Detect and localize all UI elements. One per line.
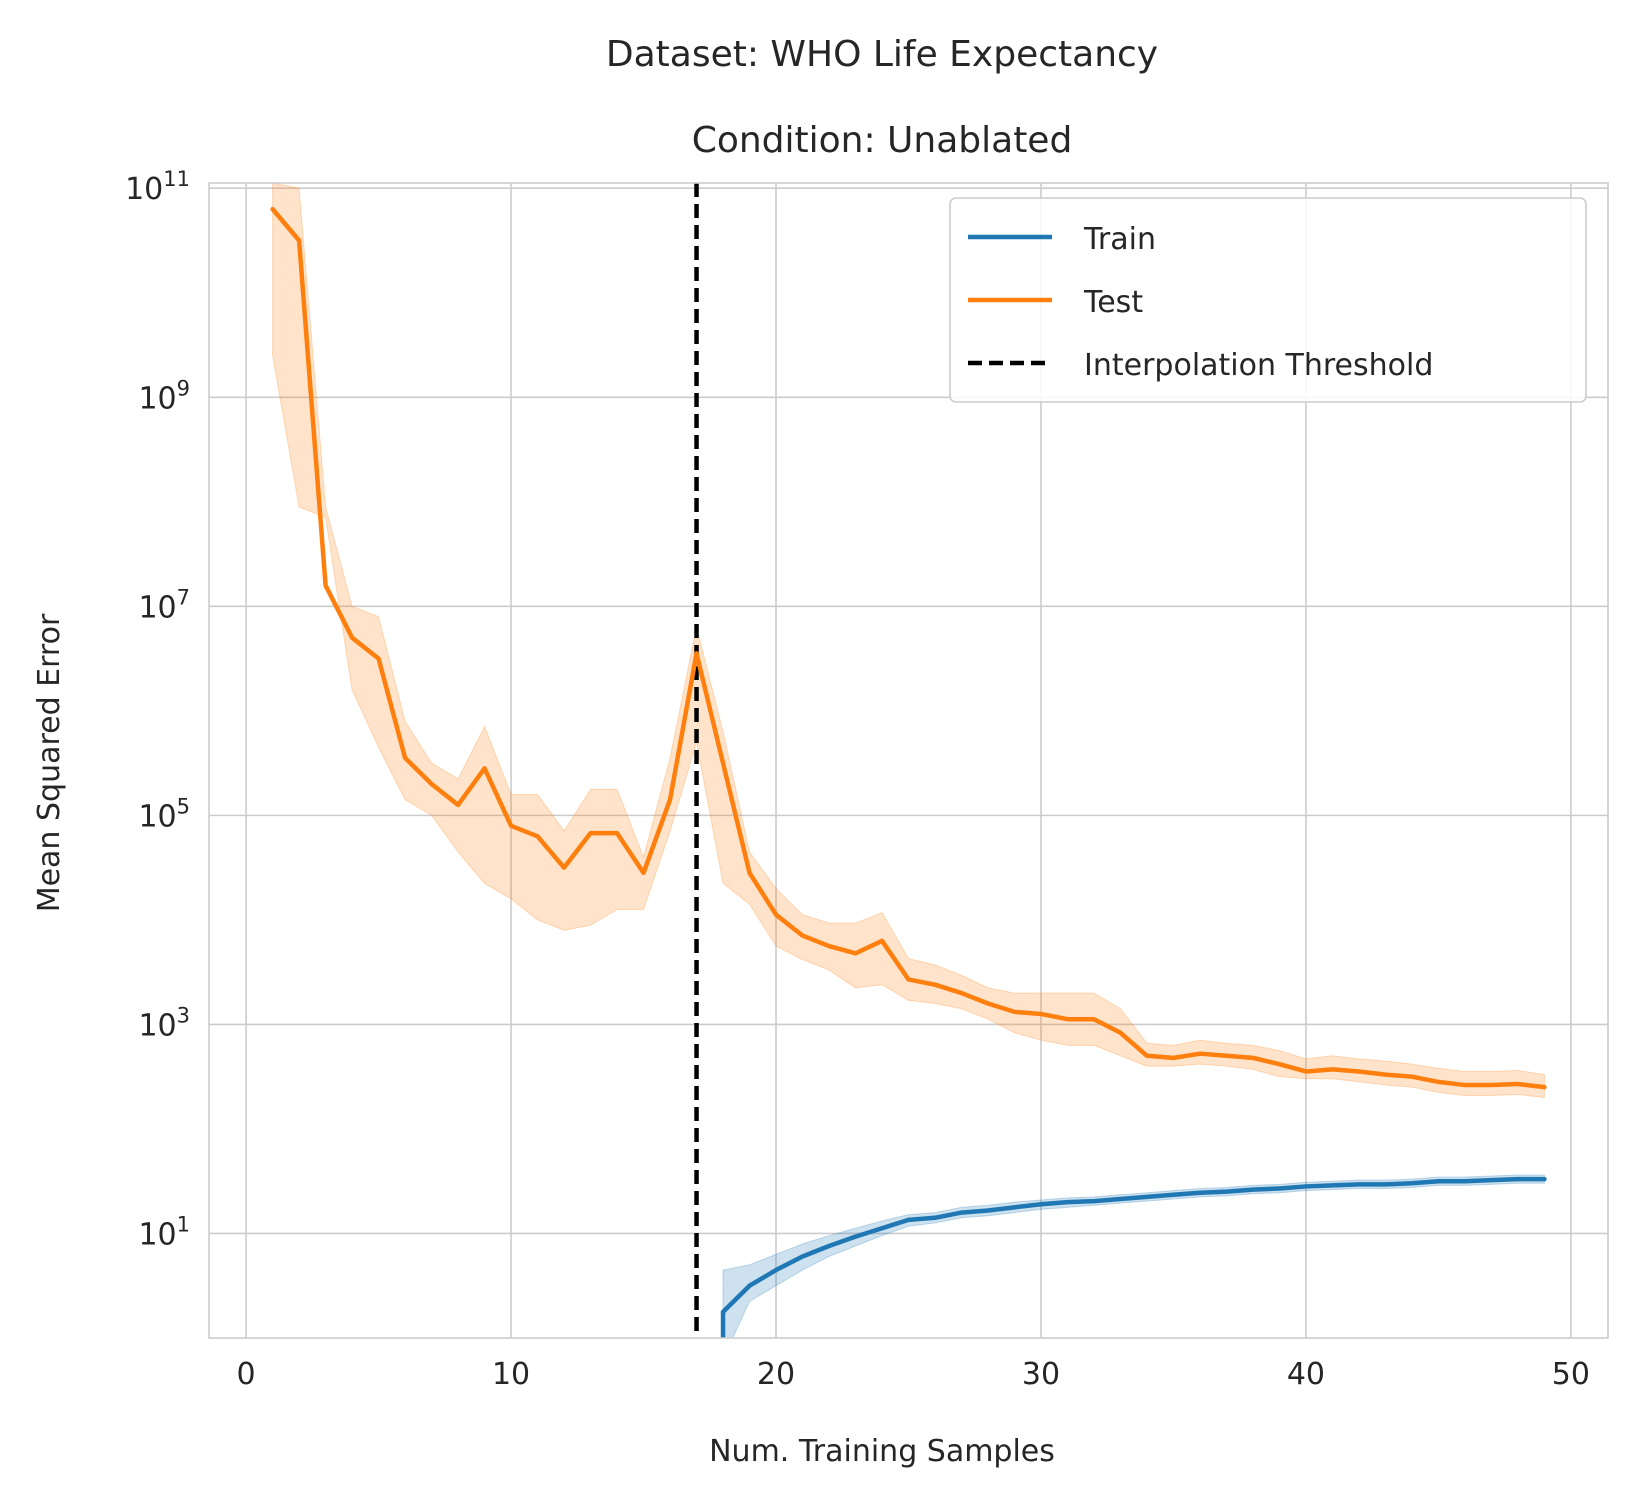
series-lines xyxy=(270,206,1547,1338)
x-tick-label: 10 xyxy=(492,1357,530,1392)
train-confidence-band xyxy=(722,1174,1545,1338)
legend-train-label: Train xyxy=(1083,222,1156,257)
train-series-line xyxy=(720,1176,1547,1338)
x-tick-label: 30 xyxy=(1022,1357,1060,1392)
legend-test-label: Test xyxy=(1083,285,1143,320)
chart-title: Dataset: WHO Life Expectancy xyxy=(606,34,1158,75)
legend-threshold-label: Interpolation Threshold xyxy=(1084,348,1433,383)
y-tick-label: 107 xyxy=(138,585,190,625)
y-tick-label: 109 xyxy=(138,376,190,416)
x-tick-label: 20 xyxy=(757,1357,795,1392)
x-axis-label: Num. Training Samples xyxy=(709,1434,1055,1469)
x-tick-label: 0 xyxy=(237,1357,256,1392)
x-axis-ticks: 0 10 20 30 40 50 xyxy=(237,1357,1590,1392)
test-confidence-band xyxy=(272,183,1545,1099)
confidence-bands xyxy=(272,183,1545,1338)
y-tick-label: 1011 xyxy=(125,167,190,207)
x-tick-label: 40 xyxy=(1287,1357,1325,1392)
y-axis-label: Mean Squared Error xyxy=(32,613,67,912)
y-axis-ticks: 101 103 105 107 109 1011 xyxy=(125,167,190,1252)
y-tick-label: 105 xyxy=(138,794,190,834)
y-tick-label: 101 xyxy=(138,1212,190,1252)
plot-frame xyxy=(208,182,1609,1339)
legend: Train Test Interpolation Threshold xyxy=(949,197,1587,403)
legend-box xyxy=(949,197,1587,403)
test-series-line xyxy=(270,206,1547,1090)
chart-subtitle: Condition: Unablated xyxy=(692,120,1073,161)
x-tick-label: 50 xyxy=(1552,1357,1590,1392)
y-tick-label: 103 xyxy=(138,1003,190,1043)
